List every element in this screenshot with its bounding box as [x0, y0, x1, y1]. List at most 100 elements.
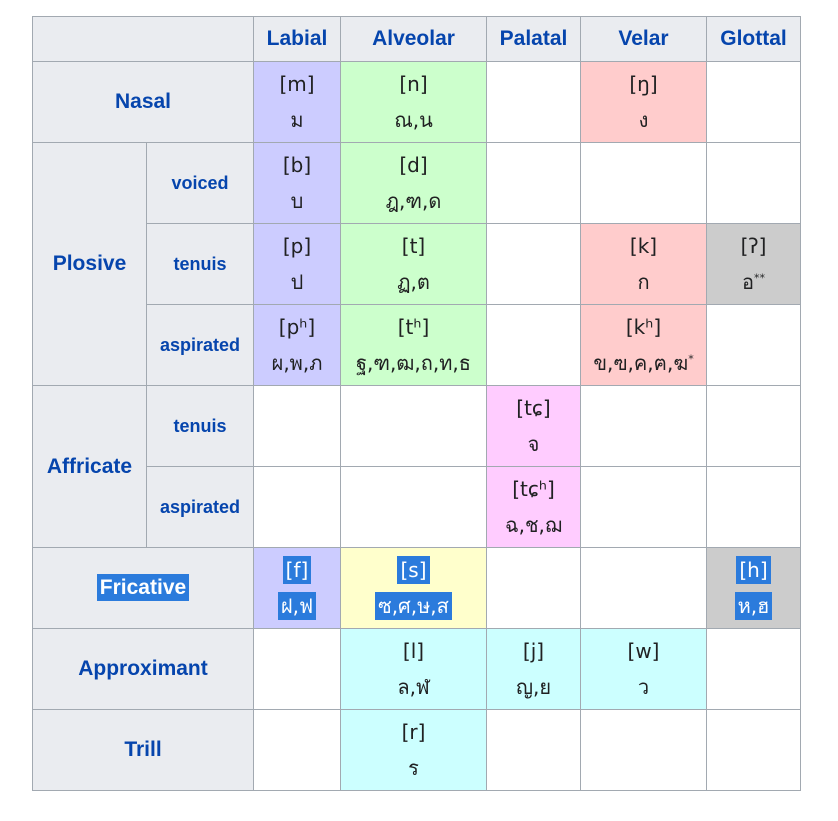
selected-text: [f]: [282, 556, 312, 584]
ipa-symbol: [h]: [707, 552, 800, 588]
thai-letters: ฐ,ฑ,ฒ,ถ,ท,ธ: [356, 351, 471, 375]
ipa-symbol: [tɕ]: [516, 396, 551, 420]
ipa-symbol: [ŋ]: [629, 72, 658, 96]
cell-plosive-voiced-alveolar: [d] ฎ,ฑ,ด: [340, 142, 487, 224]
cell-fricative-velar: [580, 547, 707, 629]
row-subheader-affricate-tenuis: tenuis: [146, 385, 254, 467]
row-header-affricate: Affricate: [32, 385, 147, 548]
cell-plosive-aspirated-velar: [kʰ] ข,ฃ,ค,ฅ,ฆ*: [580, 304, 707, 386]
thai-letters: ล,ฬ: [397, 675, 430, 699]
ipa-symbol: [tɕʰ]: [512, 477, 555, 501]
thai-letters: ผ,พ,ภ: [271, 351, 323, 375]
cell-plosive-voiced-labial: [b] บ: [253, 142, 341, 224]
cell-trill-palatal: [486, 709, 581, 791]
thai-letters: ฉ,ช,ฌ: [504, 513, 562, 537]
thai-letters: ห,ฮ: [707, 588, 800, 624]
row-header-approximant: Approximant: [32, 628, 254, 710]
cell-approximant-palatal: [j] ญ,ย: [486, 628, 581, 710]
cell-affricate-tenuis-velar: [580, 385, 707, 467]
ipa-symbol: [n]: [399, 72, 428, 96]
selected-text: [s]: [397, 556, 430, 584]
ipa-symbol: [s]: [341, 552, 486, 588]
selected-text: ห,ฮ: [734, 592, 773, 620]
cell-plosive-tenuis-alveolar: [t] ฏ,ต: [340, 223, 487, 305]
cell-plosive-tenuis-velar: [k] ก: [580, 223, 707, 305]
cell-plosive-aspirated-labial: [pʰ] ผ,พ,ภ: [253, 304, 341, 386]
cell-plosive-tenuis-palatal: [486, 223, 581, 305]
ipa-symbol: [j]: [522, 639, 545, 663]
cell-nasal-glottal: [706, 61, 801, 143]
cell-plosive-tenuis-labial: [p] ป: [253, 223, 341, 305]
ipa-symbol: [b]: [282, 153, 312, 177]
thai-letters: ข,ฃ,ค,ฅ,ฆ*: [581, 345, 706, 381]
ipa-symbol: [w]: [627, 639, 660, 663]
row-header-trill: Trill: [32, 709, 254, 791]
cell-approximant-alveolar: [l] ล,ฬ: [340, 628, 487, 710]
cell-plosive-voiced-glottal: [706, 142, 801, 224]
cell-affricate-tenuis-glottal: [706, 385, 801, 467]
cell-affricate-aspirated-velar: [580, 466, 707, 548]
cell-nasal-palatal: [486, 61, 581, 143]
thai-letters: อ**: [707, 264, 800, 300]
cell-nasal-alveolar: [n] ณ,น: [340, 61, 487, 143]
row-subheader-plosive-aspirated: aspirated: [146, 304, 254, 386]
consonant-table: Labial Alveolar Palatal Velar Glottal Na…: [32, 16, 801, 791]
ipa-symbol: [ʔ]: [740, 234, 767, 258]
cell-trill-glottal: [706, 709, 801, 791]
cell-trill-labial: [253, 709, 341, 791]
cell-plosive-voiced-velar: [580, 142, 707, 224]
thai-letters: ว: [637, 675, 650, 699]
selected-text: ฝ,ฟ: [277, 592, 317, 620]
corner-header: [32, 16, 254, 62]
cell-affricate-aspirated-palatal: [tɕʰ] ฉ,ช,ฌ: [486, 466, 581, 548]
col-header-glottal: Glottal: [706, 16, 801, 62]
thai-letters: บ: [290, 189, 304, 213]
col-header-palatal: Palatal: [486, 16, 581, 62]
cell-fricative-glottal: [h] ห,ฮ: [706, 547, 801, 629]
footnote-mark: *: [688, 352, 694, 366]
ipa-symbol: [d]: [399, 153, 428, 177]
cell-affricate-tenuis-palatal: [tɕ] จ: [486, 385, 581, 467]
cell-affricate-tenuis-alveolar: [340, 385, 487, 467]
cell-fricative-labial: [f] ฝ,ฟ: [253, 547, 341, 629]
ipa-symbol: [l]: [402, 639, 425, 663]
cell-approximant-labial: [253, 628, 341, 710]
cell-trill-alveolar: [r] ร: [340, 709, 487, 791]
thai-letters: ร: [408, 756, 419, 780]
cell-affricate-aspirated-glottal: [706, 466, 801, 548]
cell-plosive-aspirated-palatal: [486, 304, 581, 386]
thai-letter-text: อ: [741, 270, 754, 294]
ipa-symbol: [k]: [629, 234, 658, 258]
ipa-symbol: [m]: [279, 72, 315, 96]
row-subheader-plosive-voiced: voiced: [146, 142, 254, 224]
cell-plosive-aspirated-glottal: [706, 304, 801, 386]
thai-letters: ซ,ศ,ษ,ส: [341, 588, 486, 624]
col-header-labial: Labial: [253, 16, 341, 62]
cell-fricative-alveolar: [s] ซ,ศ,ษ,ส: [340, 547, 487, 629]
ipa-symbol: [pʰ]: [278, 315, 316, 339]
cell-plosive-aspirated-alveolar: [tʰ] ฐ,ฑ,ฒ,ถ,ท,ธ: [340, 304, 487, 386]
thai-letters: ม: [290, 108, 304, 132]
ipa-symbol: [r]: [401, 720, 426, 744]
thai-letters: จ: [527, 432, 540, 456]
thai-letters: ฏ,ต: [397, 270, 430, 294]
thai-letters: ณ,น: [394, 108, 433, 132]
cell-approximant-velar: [w] ว: [580, 628, 707, 710]
row-subheader-affricate-aspirated: aspirated: [146, 466, 254, 548]
selected-text: ซ,ศ,ษ,ส: [375, 592, 452, 620]
selected-text: Fricative: [96, 574, 190, 601]
thai-letters: ญ,ย: [515, 675, 552, 699]
cell-affricate-tenuis-labial: [253, 385, 341, 467]
thai-letters: ป: [290, 270, 304, 294]
cell-affricate-aspirated-alveolar: [340, 466, 487, 548]
thai-letters: ฝ,ฟ: [254, 588, 340, 624]
cell-plosive-voiced-palatal: [486, 142, 581, 224]
cell-approximant-glottal: [706, 628, 801, 710]
cell-trill-velar: [580, 709, 707, 791]
cell-affricate-aspirated-labial: [253, 466, 341, 548]
col-header-alveolar: Alveolar: [340, 16, 487, 62]
thai-letters: ง: [638, 108, 649, 132]
cell-nasal-labial: [m] ม: [253, 61, 341, 143]
ipa-symbol: [tʰ]: [397, 315, 430, 339]
ipa-symbol: [p]: [282, 234, 312, 258]
